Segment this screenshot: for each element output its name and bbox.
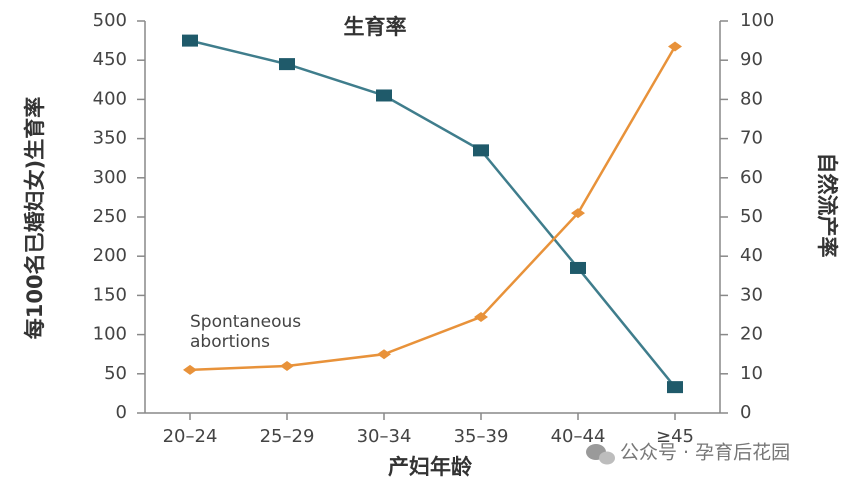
y-axis-label: 每100名已婚妇女)生育率 (23, 97, 47, 339)
y-tick-label: 100 (93, 324, 127, 345)
x-tick-label: 25–29 (260, 426, 315, 447)
y-tick-label: 0 (116, 402, 127, 423)
marker (376, 89, 392, 102)
series-line (189, 45, 677, 372)
y2-tick-label: 60 (740, 167, 763, 188)
y2-tick-label: 90 (740, 49, 763, 70)
y2-tick-label: 30 (740, 284, 763, 305)
watermark: 公众号 · 孕育后花园 (620, 442, 790, 464)
marker (473, 144, 489, 157)
y2-tick-label: 0 (740, 402, 751, 423)
marker (280, 360, 294, 371)
series-line (189, 39, 676, 388)
y2-tick-label: 80 (740, 88, 763, 109)
y-tick-label: 300 (93, 167, 127, 188)
y2-axis-label: 自然流产率 (815, 153, 839, 258)
x-axis-label: 产妇年龄 (388, 455, 473, 479)
marker (182, 34, 198, 47)
marker (667, 381, 683, 394)
y-tick-label: 500 (93, 10, 127, 31)
y-tick-label: 450 (93, 49, 127, 70)
annotation: abortions (190, 332, 270, 352)
x-tick-label: 35–39 (454, 426, 509, 447)
y-tick-label: 150 (93, 284, 127, 305)
x-tick-label: 40–44 (551, 426, 606, 447)
marker (377, 349, 391, 360)
marker (571, 208, 585, 219)
marker (279, 58, 295, 71)
x-tick-label: ≥45 (656, 426, 694, 447)
y2-tick-label: 50 (740, 206, 763, 227)
y-tick-label: 50 (104, 363, 127, 384)
y2-tick-label: 10 (740, 363, 763, 384)
y2-tick-label: 20 (740, 324, 763, 345)
marker (183, 364, 197, 375)
y2-tick-label: 100 (740, 10, 774, 31)
y2-tick-label: 70 (740, 128, 763, 149)
x-tick-label: 20–24 (163, 426, 218, 447)
marker (474, 311, 488, 322)
chart-title: 生育率 (344, 15, 407, 39)
marker (668, 41, 682, 52)
y-tick-label: 250 (93, 206, 127, 227)
annotation: Spontaneous (190, 312, 301, 332)
y-tick-label: 200 (93, 245, 127, 266)
marker (570, 261, 586, 274)
y-tick-label: 350 (93, 128, 127, 149)
y2-tick-label: 40 (740, 245, 763, 266)
watermark-icon (586, 444, 615, 465)
x-tick-label: 30–34 (357, 426, 412, 447)
y-tick-label: 400 (93, 88, 127, 109)
